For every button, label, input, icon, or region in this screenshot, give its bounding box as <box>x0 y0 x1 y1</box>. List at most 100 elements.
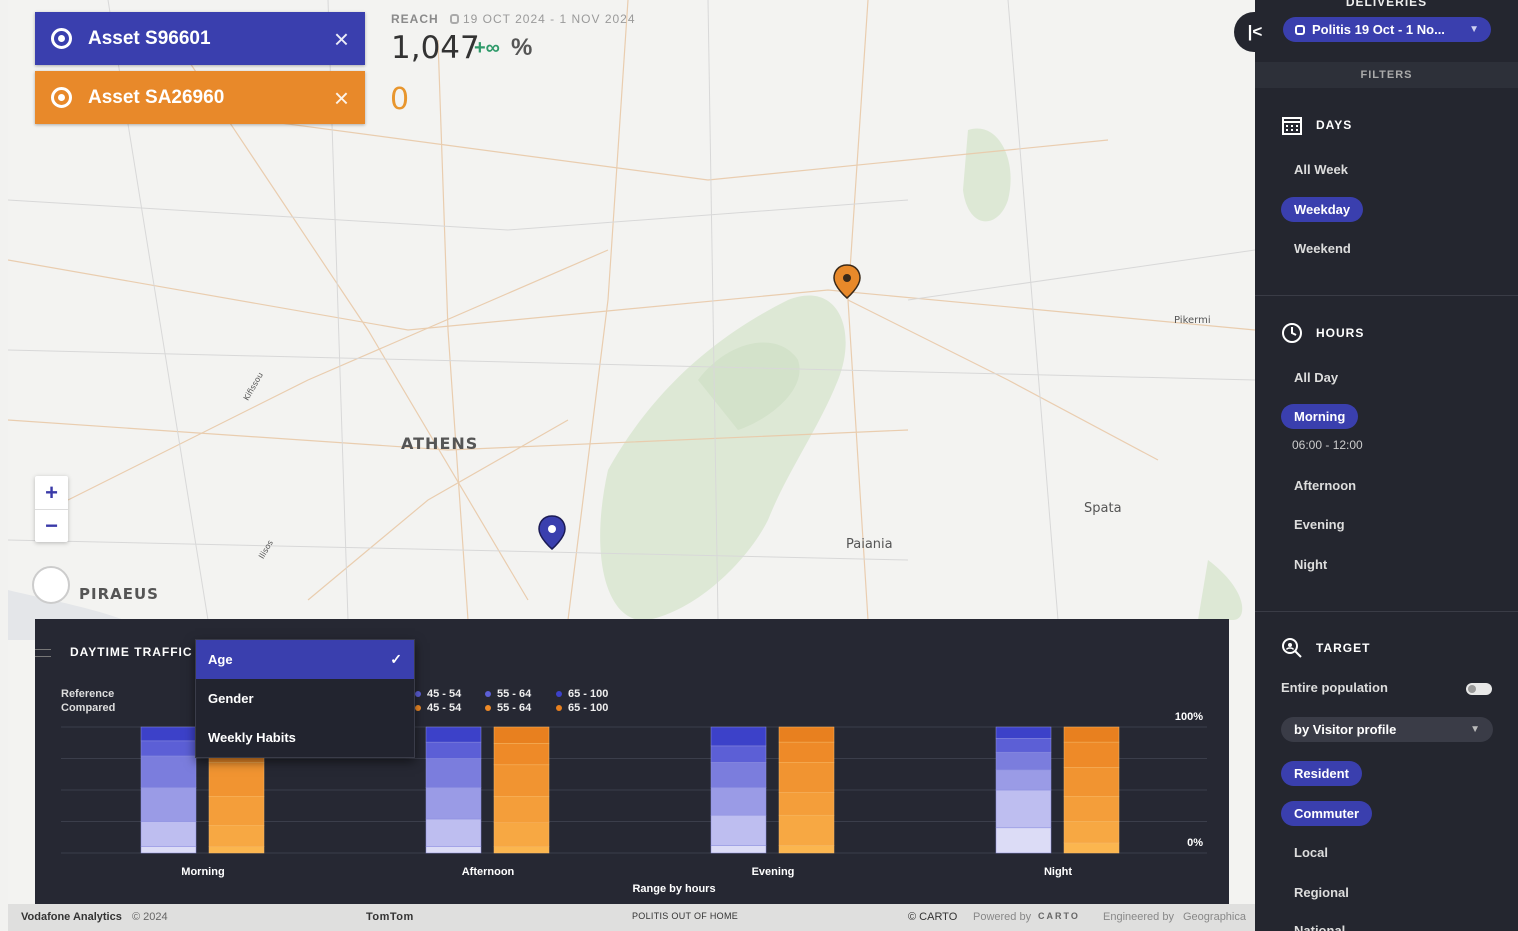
y-tick-label: 0% <box>1187 837 1203 849</box>
bar-segment-cmp[interactable] <box>208 825 265 847</box>
bar-segment-ref[interactable] <box>995 726 1052 739</box>
zoom-out-button[interactable]: − <box>35 509 68 542</box>
reach-dates: 19 OCT 2024 - 1 NOV 2024 <box>450 12 636 26</box>
bar-segment-ref[interactable] <box>425 726 482 743</box>
bar-segment-ref[interactable] <box>995 827 1052 854</box>
bar-segment-ref[interactable] <box>710 726 767 747</box>
bar-segment-ref[interactable] <box>710 762 767 788</box>
bar-segment-cmp[interactable] <box>493 764 550 797</box>
close-icon[interactable]: × <box>333 23 349 54</box>
hours-option-morning[interactable]: Morning <box>1281 404 1359 429</box>
bar-segment-ref[interactable] <box>140 846 197 854</box>
dropdown-option-gender[interactable]: Gender <box>208 691 254 706</box>
reach-value: 1,047 <box>391 30 480 66</box>
bar-segment-ref[interactable] <box>995 751 1052 771</box>
bar-segment-cmp[interactable] <box>1063 796 1120 822</box>
bar-segment-cmp[interactable] <box>208 796 265 826</box>
asset-label: Asset S96601 <box>88 27 211 49</box>
bar-segment-ref[interactable] <box>140 726 197 742</box>
bar-segment-ref[interactable] <box>425 787 482 820</box>
bar-segment-cmp[interactable] <box>493 796 550 824</box>
bar-segment-cmp[interactable] <box>778 741 835 763</box>
days-option-all-week[interactable]: All Week <box>1294 162 1348 177</box>
bar-segment-cmp[interactable] <box>778 792 835 816</box>
target-option-local[interactable]: Local <box>1294 845 1328 860</box>
bar-segment-cmp[interactable] <box>208 846 265 854</box>
bar-segment-cmp[interactable] <box>1063 821 1120 844</box>
hours-option-night[interactable]: Night <box>1294 557 1328 572</box>
bar-segment-ref[interactable] <box>710 845 767 854</box>
bar-segment-cmp[interactable] <box>493 846 550 854</box>
bar-segment-ref[interactable] <box>710 787 767 816</box>
bar-segment-cmp[interactable] <box>778 726 835 743</box>
bar-segment-ref[interactable] <box>140 821 197 847</box>
bar-segment-ref[interactable] <box>425 741 482 759</box>
bar-segment-ref[interactable] <box>140 787 197 822</box>
bar-segment-cmp[interactable] <box>778 845 835 854</box>
morning-time-range: 06:00 - 12:00 <box>1292 438 1363 452</box>
bar-segment-ref[interactable] <box>425 818 482 847</box>
bar-segment-ref[interactable] <box>995 738 1052 753</box>
target-option-national[interactable]: National <box>1294 923 1346 931</box>
map-label-spata: Spata <box>1084 501 1122 516</box>
bar-segment-cmp[interactable] <box>1063 767 1120 797</box>
hours-option-all-day[interactable]: All Day <box>1294 370 1339 385</box>
bar-segment-cmp[interactable] <box>1063 842 1120 854</box>
filters-header: FILTERS <box>1255 62 1518 88</box>
bar-segment-ref[interactable] <box>425 846 482 854</box>
bar-segment-cmp[interactable] <box>1063 726 1120 743</box>
breakdown-dropdown[interactable]: Age ✓ Gender Weekly Habits <box>195 639 415 758</box>
bar-segment-cmp[interactable] <box>493 822 550 847</box>
legend-group-3: 65 - 100 65 - 100 <box>556 687 608 715</box>
x-tick-label: Afternoon <box>462 866 515 878</box>
bar-segment-cmp[interactable] <box>493 743 550 766</box>
bar-segment-ref[interactable] <box>710 814 767 846</box>
target-option-regional[interactable]: Regional <box>1294 885 1349 900</box>
hours-option-afternoon[interactable]: Afternoon <box>1294 478 1357 493</box>
visitor-profile-select[interactable]: by Visitor profile ▼ <box>1281 717 1493 742</box>
check-icon: ✓ <box>390 651 402 667</box>
bar-segment-cmp[interactable] <box>493 726 550 744</box>
target-option-commuter[interactable]: Commuter <box>1281 801 1373 826</box>
days-option-weekday[interactable]: Weekday <box>1281 197 1364 222</box>
daytime-traffic-panel: 100% 0% Morning Afternoon Evening Night Range … <box>35 619 1229 904</box>
bar-segment-cmp[interactable] <box>208 762 265 797</box>
drag-handle-icon[interactable] <box>35 649 51 657</box>
map-label-piraeus: PIRAEUS <box>79 585 159 603</box>
bar-segment-cmp[interactable] <box>778 762 835 793</box>
carto-logo: CARTO <box>1038 911 1080 921</box>
map-basemap <box>8 0 1255 640</box>
delivery-select[interactable]: Politis 19 Oct - 1 No... ▼ <box>1283 17 1491 42</box>
legend-group-1: 45 - 54 45 - 54 <box>415 687 461 715</box>
dropdown-option-weekly-habits[interactable]: Weekly Habits <box>208 730 296 745</box>
reference-compared-label: Reference Compared <box>61 688 116 714</box>
bar-segment-ref[interactable] <box>140 755 197 788</box>
hours-option-evening[interactable]: Evening <box>1294 517 1345 532</box>
asset-card-1[interactable]: Asset S96601 × <box>35 12 365 65</box>
database-icon <box>450 14 459 24</box>
entire-population-toggle[interactable] <box>1466 683 1492 695</box>
target-option-resident[interactable]: Resident <box>1281 761 1362 786</box>
bar-segment-ref[interactable] <box>995 789 1052 829</box>
map-label-pikermi: Pikermi <box>1174 315 1211 326</box>
x-axis-label: Range by hours <box>632 883 715 895</box>
bar-segment-cmp[interactable] <box>778 814 835 846</box>
collapse-sidebar-button[interactable]: |< <box>1234 12 1276 52</box>
dropdown-option-age[interactable]: Age ✓ <box>196 640 414 679</box>
y-tick-label: 100% <box>1175 711 1203 723</box>
bar-segment-ref[interactable] <box>710 745 767 763</box>
bar-segment-ref[interactable] <box>995 769 1052 791</box>
zoom-in-button[interactable]: + <box>45 479 58 505</box>
close-icon[interactable]: × <box>333 82 349 113</box>
reach-value-compared: 0 <box>390 82 410 117</box>
section-divider <box>1255 295 1518 296</box>
asset-card-2[interactable]: Asset SA26960 × <box>35 71 365 124</box>
bar-segment-ref[interactable] <box>140 740 197 757</box>
bar-segment-ref[interactable] <box>425 758 482 788</box>
bar-segment-cmp[interactable] <box>1063 741 1120 768</box>
legend-group-2: 55 - 64 55 - 64 <box>485 687 531 715</box>
days-option-weekend[interactable]: Weekend <box>1294 241 1351 256</box>
hours-section-header: HOURS <box>1281 322 1364 344</box>
basemap-toggle-button[interactable] <box>32 566 70 604</box>
carto-attribution[interactable]: © CARTO <box>908 911 958 923</box>
